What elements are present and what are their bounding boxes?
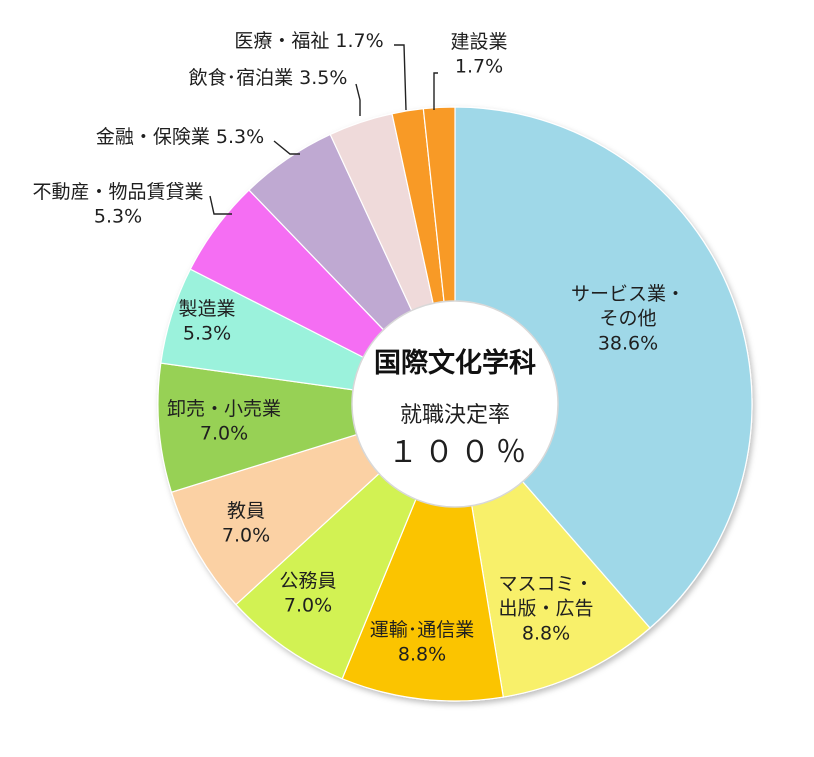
leader-line xyxy=(433,72,438,110)
slice-label-line: 7.0% xyxy=(284,595,332,617)
slice-label-line: 運輸･通信業 xyxy=(370,619,475,641)
slice-label-line: 不動産・物品賃貸業 xyxy=(32,181,203,203)
slice-label-line: 5.3% xyxy=(183,323,231,345)
slice-label-line: 製造業 xyxy=(178,298,235,320)
slice-label-line: 7.0% xyxy=(222,525,270,547)
slice-labels: サービス業・その他 38.6%マスコミ・出版・広告 8.8%運輸･通信業 8.8%公務… xyxy=(32,30,685,666)
leader-lines xyxy=(209,44,438,215)
center-title: 国際文化学科 xyxy=(374,347,536,379)
slice-label: 卸売・小売業 7.0% xyxy=(167,398,281,445)
slice-label-line: 7.0% xyxy=(200,423,248,445)
center-value: １００％ xyxy=(388,435,532,470)
slice-label-line: 飲食･宿泊業 3.5% xyxy=(189,67,348,89)
donut-slices xyxy=(157,106,753,702)
slice-label-line: 5.3% xyxy=(94,206,142,228)
slice-label: 不動産・物品賃貸業 5.3% xyxy=(32,181,203,228)
slice-label-line: 1.7% xyxy=(455,56,503,78)
slice-label: 教員 7.0% xyxy=(222,500,270,547)
slice-label: 金融・保険業 5.3% xyxy=(96,126,264,148)
slice-label-line: 金融・保険業 5.3% xyxy=(96,126,264,148)
leader-line xyxy=(209,195,232,215)
leader-line xyxy=(394,44,407,111)
slice-label: 建設業 1.7% xyxy=(450,31,507,78)
slice-label: マスコミ・出版・広告 8.8% xyxy=(498,573,593,644)
slice-label-line: サービス業・ xyxy=(571,283,685,305)
slice-label: 公務員 7.0% xyxy=(279,570,336,617)
center-subtitle: 就職決定率 xyxy=(400,403,510,428)
slice-label-line: マスコミ・ xyxy=(498,573,593,595)
slice-label: 運輸･通信業 8.8% xyxy=(370,619,475,666)
slice-label-line: 医療・福祉 1.7% xyxy=(234,30,383,52)
slice-label: 製造業 5.3% xyxy=(178,298,235,345)
slice-label: 医療・福祉 1.7% xyxy=(234,30,383,52)
slice-label: 飲食･宿泊業 3.5% xyxy=(189,67,348,89)
slice-label-line: 8.8% xyxy=(522,622,570,644)
slice-label-line: 38.6% xyxy=(598,332,658,354)
slice-label-line: 出版・広告 xyxy=(498,598,593,620)
slice-label-line: 卸売・小売業 xyxy=(167,398,281,420)
leader-line xyxy=(273,140,300,155)
slice-label-line: 教員 xyxy=(227,500,265,522)
slice-label-line: その他 xyxy=(599,308,656,330)
slice-label-line: 建設業 xyxy=(450,31,507,53)
slice-label-line: 公務員 xyxy=(279,570,336,592)
slice-label-line: 8.8% xyxy=(398,644,446,666)
leader-line xyxy=(355,83,361,116)
donut-hole xyxy=(351,300,559,508)
slice-label: サービス業・その他 38.6% xyxy=(571,283,685,354)
